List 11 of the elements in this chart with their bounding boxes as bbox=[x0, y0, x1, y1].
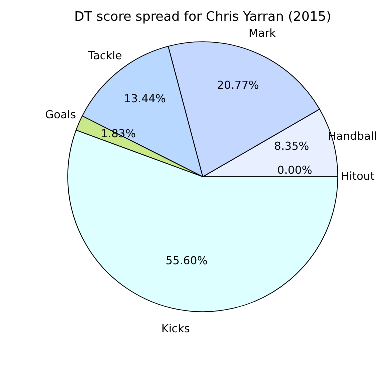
data-label: 13.44% bbox=[124, 92, 166, 106]
data-label: 55.60% bbox=[166, 254, 208, 268]
slice-label: Goals bbox=[45, 108, 76, 122]
slice-label: Kicks bbox=[162, 322, 190, 336]
data-label: 20.77% bbox=[217, 79, 260, 92]
chart-title: DT score spread for Chris Yarran (2015) bbox=[74, 10, 332, 25]
data-label: 8.35% bbox=[274, 140, 310, 154]
slice-label: Mark bbox=[248, 26, 277, 40]
slice-label: Tackle bbox=[87, 50, 123, 63]
category-label: Hitout bbox=[341, 170, 375, 183]
text: 0.00% bbox=[278, 164, 312, 177]
